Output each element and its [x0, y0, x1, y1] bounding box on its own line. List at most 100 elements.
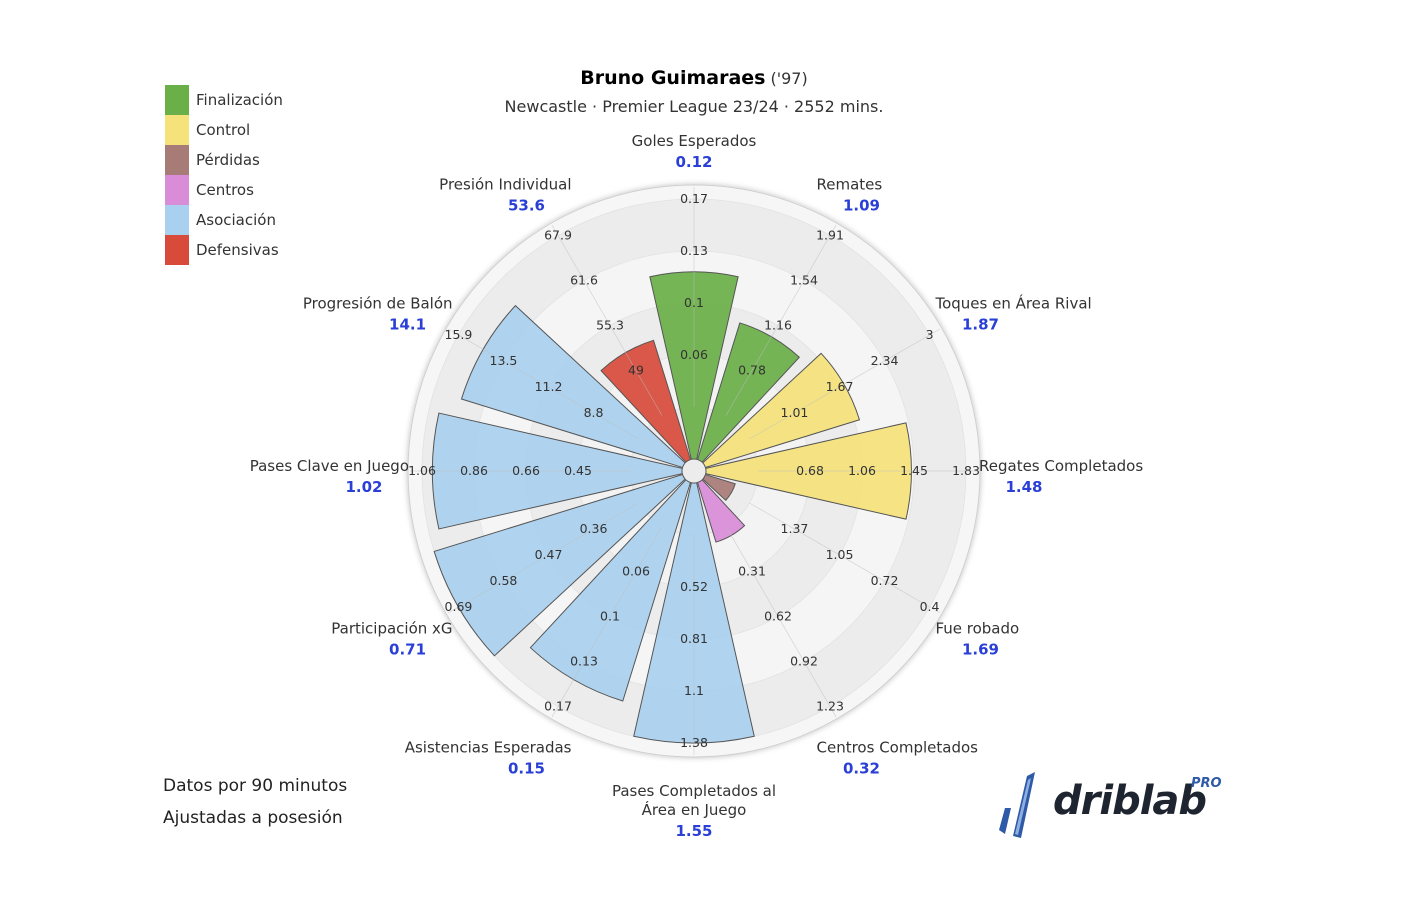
- tick-label: 0.06: [622, 563, 650, 578]
- metric-value: 1.02: [345, 478, 382, 496]
- bar-11: [600, 339, 692, 463]
- tick-label: 1.23: [816, 699, 844, 714]
- legend-label: Finalización: [196, 91, 283, 109]
- bar-8: [433, 473, 686, 657]
- tick-label: 0.68: [796, 463, 824, 478]
- tick-label: 0.92: [790, 654, 818, 669]
- metric-0: Goles Esperados 0.12: [632, 132, 757, 171]
- spoke-7: [551, 526, 663, 718]
- tick-label: 0.1: [600, 608, 620, 623]
- metric-value: 0.32: [843, 759, 880, 777]
- tick-label: 1.83: [952, 463, 980, 478]
- metric-name: Presión Individual: [439, 176, 571, 194]
- tick-label: 0.66: [512, 463, 540, 478]
- tick-label: 0.31: [738, 563, 766, 578]
- tick-label: 2.34: [871, 353, 899, 368]
- metric-name: Centros Completados: [817, 738, 979, 756]
- legend-label: Pérdidas: [196, 151, 260, 169]
- spoke-8: [447, 502, 639, 614]
- bar-5: [696, 479, 746, 543]
- legend-swatch-finalizacion: [165, 85, 189, 115]
- chart-tick-labels: 0.060.10.130.170.781.161.541.911.011.672…: [408, 191, 980, 750]
- tick-label: 0.62: [764, 608, 792, 623]
- tick-label: 55.3: [596, 318, 624, 333]
- chart-spokes: [410, 187, 978, 755]
- tick-label: 1.91: [816, 227, 844, 242]
- metric-name: Regates Completados: [979, 457, 1143, 475]
- driblab-pro-badge: PRO: [1191, 776, 1222, 791]
- tick-label: 0.36: [580, 521, 608, 536]
- metric-name: Pases Clave en Juego: [250, 457, 409, 475]
- tick-label: 1.01: [781, 405, 809, 420]
- metric-5: Centros Completados 0.32: [817, 738, 979, 777]
- legend-label: Defensivas: [196, 241, 279, 259]
- chart-metric-labels: Goles Esperados 0.12 Remates 1.09 Toques en …: [250, 132, 1144, 840]
- tick-label: 0.86: [460, 463, 488, 478]
- chart-subtitle: Newcastle · Premier League 23/24 · 2552 …: [505, 97, 884, 116]
- spoke-2: [749, 328, 941, 440]
- tick-label: 1.1: [684, 683, 704, 698]
- tick-label: 1.54: [790, 272, 818, 287]
- player-name: Bruno Guimaraes: [580, 67, 765, 89]
- spoke-5: [725, 526, 837, 718]
- legend-swatch-asociacion: [165, 205, 189, 235]
- tick-label: 67.9: [544, 227, 572, 242]
- metric-4: Fue robado 1.69: [935, 620, 1019, 659]
- tick-label: 0.45: [564, 463, 592, 478]
- metric-name: Remates: [817, 176, 883, 194]
- legend-swatch-defensivas: [165, 235, 189, 265]
- bar-4: [702, 473, 736, 502]
- tick-label: 49: [628, 363, 644, 378]
- metric-name: Área en Juego: [642, 800, 747, 819]
- driblab-mark-icon: [999, 772, 1035, 838]
- legend: Finalización Control Pérdidas Centros As…: [165, 85, 283, 265]
- tick-label: 0.17: [544, 699, 572, 714]
- metric-value: 0.12: [675, 153, 712, 171]
- tick-label: 1.05: [826, 547, 854, 562]
- spoke-4: [749, 502, 941, 614]
- tick-label: 0.69: [445, 599, 473, 614]
- legend-swatch-perdidas: [165, 145, 189, 175]
- tick-label: 0.06: [680, 347, 708, 362]
- metric-3: Regates Completados 1.48: [979, 457, 1143, 496]
- tick-label: 0.58: [490, 573, 518, 588]
- birth-year: ('97): [770, 69, 807, 88]
- legend-label: Asociación: [196, 211, 276, 229]
- bar-7: [529, 479, 692, 702]
- metric-value: 1.87: [962, 316, 999, 334]
- legend-item-control: Control: [165, 115, 283, 145]
- legend-label: Control: [196, 121, 251, 139]
- bar-1: [696, 322, 801, 463]
- metric-1: Remates 1.09: [817, 176, 883, 215]
- metric-name: Toques en Área Rival: [934, 294, 1091, 313]
- metric-8: Participación xG 0.71: [331, 620, 452, 659]
- legend-item-perdidas: Pérdidas: [165, 145, 283, 175]
- metric-name: Progresión de Balón: [303, 295, 453, 313]
- tick-label: 0.1: [684, 295, 704, 310]
- metric-10: Progresión de Balón 14.1: [303, 295, 453, 334]
- metric-value: 53.6: [508, 197, 545, 215]
- metric-name: Participación xG: [331, 620, 452, 638]
- legend-label: Centros: [196, 181, 254, 199]
- legend-swatch-centros: [165, 175, 189, 205]
- spoke-1: [725, 224, 837, 416]
- tick-label: 0.13: [680, 243, 708, 258]
- bar-2: [702, 352, 861, 469]
- metric-value: 1.55: [675, 822, 712, 840]
- tick-label: 1.06: [848, 463, 876, 478]
- tick-label: 61.6: [570, 272, 598, 287]
- tick-label: 0.52: [680, 579, 708, 594]
- tick-label: 8.8: [584, 405, 604, 420]
- tick-label: 0.81: [680, 631, 708, 646]
- legend-item-centros: Centros: [165, 175, 283, 205]
- tick-label: 0.4: [920, 599, 940, 614]
- metric-name: Pases Completados al: [612, 782, 776, 800]
- tick-label: 1.16: [764, 318, 792, 333]
- metric-value: 1.69: [962, 641, 999, 659]
- tick-label: 13.5: [490, 353, 518, 368]
- tick-label: 1.45: [900, 463, 928, 478]
- tick-label: 11.2: [535, 379, 563, 394]
- driblab-logo: driblab PRO: [993, 768, 1225, 840]
